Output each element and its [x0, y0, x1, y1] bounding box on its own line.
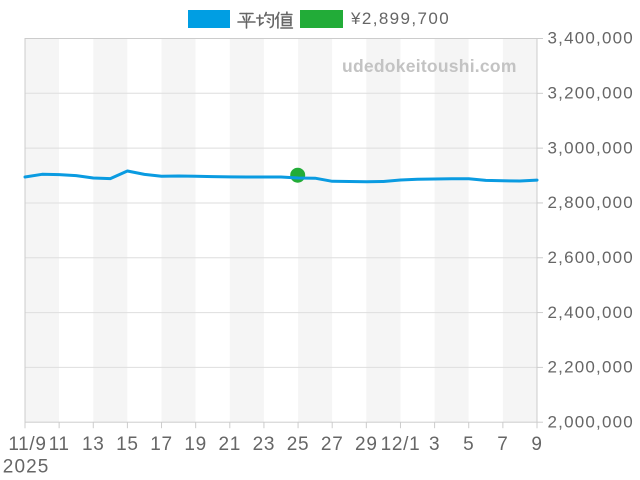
svg-text:11: 11: [49, 434, 70, 455]
svg-text:15: 15: [116, 434, 139, 455]
svg-text:21: 21: [219, 434, 242, 455]
svg-text:2,200,000: 2,200,000: [548, 358, 634, 377]
svg-text:13: 13: [82, 434, 105, 455]
svg-text:11/9: 11/9: [8, 434, 46, 455]
svg-text:3,400,000: 3,400,000: [548, 29, 634, 48]
svg-text:udedokeitoushi.com: udedokeitoushi.com: [342, 56, 517, 76]
svg-text:7: 7: [497, 434, 508, 455]
svg-text:2,600,000: 2,600,000: [548, 248, 634, 267]
svg-text:17: 17: [150, 434, 173, 455]
svg-text:3: 3: [429, 434, 440, 455]
svg-text:27: 27: [321, 434, 344, 455]
svg-text:29: 29: [355, 434, 378, 455]
svg-text:2,000,000: 2,000,000: [548, 412, 634, 431]
svg-text:3,000,000: 3,000,000: [548, 138, 634, 157]
svg-text:23: 23: [253, 434, 276, 455]
svg-text:19: 19: [184, 434, 207, 455]
svg-text:3,200,000: 3,200,000: [548, 84, 634, 103]
svg-text:2,400,000: 2,400,000: [548, 303, 634, 322]
svg-text:2025: 2025: [3, 457, 50, 478]
svg-text:25: 25: [287, 434, 310, 455]
svg-text:¥2,899,700: ¥2,899,700: [350, 9, 450, 28]
svg-text:2,800,000: 2,800,000: [548, 193, 634, 212]
svg-text:12/1: 12/1: [381, 434, 421, 455]
svg-text:9: 9: [531, 434, 542, 455]
svg-text:5: 5: [463, 434, 474, 455]
